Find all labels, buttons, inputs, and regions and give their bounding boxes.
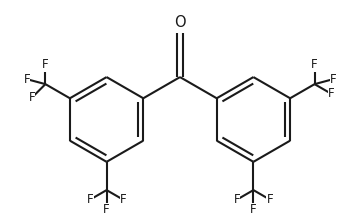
Text: F: F xyxy=(42,58,49,72)
Text: F: F xyxy=(234,193,240,206)
Text: O: O xyxy=(174,15,186,30)
Text: F: F xyxy=(24,73,30,86)
Text: F: F xyxy=(330,73,336,86)
Text: F: F xyxy=(28,91,35,104)
Text: F: F xyxy=(103,203,110,216)
Text: F: F xyxy=(311,58,318,72)
Text: F: F xyxy=(120,193,126,206)
Text: F: F xyxy=(250,203,257,216)
Text: F: F xyxy=(328,87,334,100)
Text: F: F xyxy=(87,193,93,206)
Text: F: F xyxy=(267,193,273,206)
